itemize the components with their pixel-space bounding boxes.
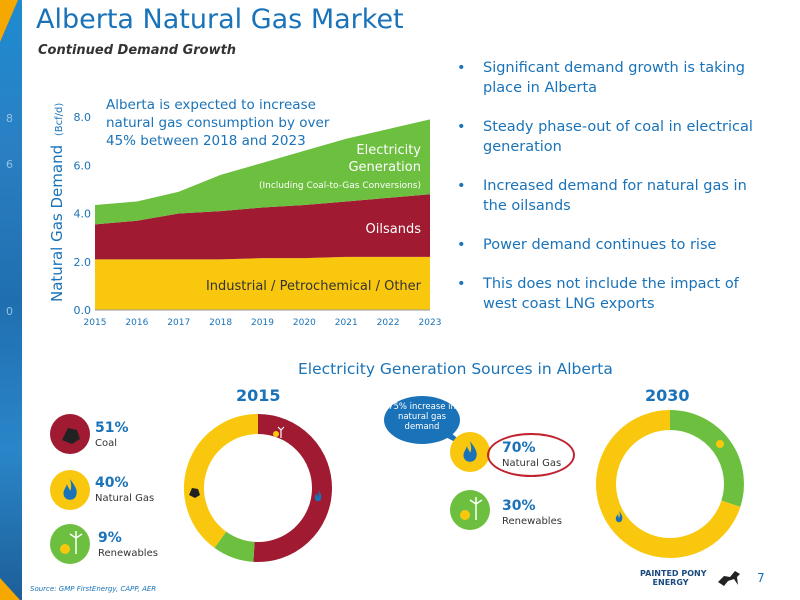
gas-2030-label: Natural Gas bbox=[502, 458, 562, 469]
bullet-text: Power demand continues to rise bbox=[483, 237, 717, 253]
coal-legend-circle bbox=[50, 414, 90, 454]
x-tick-label: 2017 bbox=[167, 318, 190, 328]
coal-icon bbox=[62, 428, 80, 444]
donut-2015-chart bbox=[184, 414, 332, 562]
generation-sources-title: Electricity Generation Sources in Albert… bbox=[298, 360, 613, 378]
corner-accent-top bbox=[0, 0, 18, 42]
flame-icon bbox=[463, 441, 477, 462]
renewables-legend-circle bbox=[50, 524, 90, 564]
donut-slice-1 bbox=[253, 414, 332, 562]
donut-2030-chart bbox=[596, 410, 744, 558]
area-series-2 bbox=[95, 194, 430, 260]
x-tick-label: 2015 bbox=[84, 318, 107, 328]
bullet-dot: • bbox=[457, 237, 466, 253]
x-tick-label: 2020 bbox=[293, 318, 316, 328]
horse-logo-icon bbox=[718, 571, 740, 586]
bullet-item: • This does not include the impact of wes… bbox=[455, 274, 755, 314]
gas-label: Natural Gas bbox=[95, 493, 155, 504]
left-decorative-stripe bbox=[0, 0, 22, 600]
x-tick-label: 2019 bbox=[251, 318, 274, 328]
bullet-text: Steady phase-out of coal in electrical g… bbox=[483, 119, 753, 155]
gas-2030-legend-circle bbox=[450, 432, 490, 472]
x-tick-label: 2016 bbox=[125, 318, 148, 328]
coal-percent: 51% bbox=[95, 420, 129, 436]
year-2030-label: 2030 bbox=[645, 386, 690, 405]
x-tick-label: 2018 bbox=[209, 318, 232, 328]
area-series-1 bbox=[95, 256, 430, 310]
flame-icon bbox=[63, 479, 77, 500]
logo-line-2: ENERGY bbox=[652, 578, 689, 587]
y-tick-label: 2.0 bbox=[74, 256, 92, 269]
company-logo: PAINTED PONY ENERGY bbox=[640, 569, 707, 587]
logo-line-1: PAINTED PONY bbox=[640, 569, 707, 578]
renewables-2030-percent: 30% bbox=[502, 498, 536, 514]
source-note: Source: GMP FirstEnergy, CAPP, AER bbox=[30, 585, 157, 593]
bullet-dot: • bbox=[457, 119, 466, 135]
bullet-item: • Power demand continues to rise bbox=[455, 235, 755, 255]
renewables-percent: 9% bbox=[98, 530, 122, 546]
flame-icon bbox=[615, 511, 623, 523]
y-tick-label: 0.0 bbox=[74, 304, 92, 317]
gas-2030-percent: 70% bbox=[502, 440, 536, 456]
wind-sun-icon bbox=[460, 497, 483, 520]
area-series-3 bbox=[95, 119, 430, 225]
wind-sun-icon bbox=[60, 531, 83, 554]
bullet-dot: • bbox=[457, 276, 466, 292]
stripe-number: 0 bbox=[6, 305, 13, 318]
corner-accent-bottom bbox=[0, 578, 20, 600]
donut-slice-3 bbox=[184, 414, 259, 548]
x-tick-label: 2023 bbox=[419, 318, 442, 328]
stripe-number: 8 bbox=[6, 112, 13, 125]
gas-legend-circle bbox=[50, 470, 90, 510]
year-2015-label: 2015 bbox=[236, 386, 281, 405]
bullet-text: Significant demand growth is taking plac… bbox=[483, 60, 745, 96]
chart-annotation: Alberta is expected to increase natural … bbox=[106, 97, 330, 149]
bullet-text: Increased demand for natural gas in the … bbox=[483, 178, 747, 214]
page-subtitle: Continued Demand Growth bbox=[38, 43, 237, 58]
y-tick-label: 8.0 bbox=[74, 111, 92, 124]
x-tick-label: 2022 bbox=[377, 318, 400, 328]
y-tick-label: 6.0 bbox=[74, 159, 92, 172]
page-title: Alberta Natural Gas Market bbox=[36, 4, 404, 35]
bullet-dot: • bbox=[457, 178, 466, 194]
coal-icon bbox=[189, 488, 200, 498]
highlight-ellipse bbox=[487, 433, 575, 477]
gas-percent: 40% bbox=[95, 475, 129, 491]
donut-slice-1 bbox=[669, 410, 744, 507]
bullet-item: • Increased demand for natural gas in the… bbox=[455, 176, 755, 216]
sun-icon bbox=[716, 440, 724, 448]
coal-label: Coal bbox=[95, 438, 118, 449]
electricity-note: (Including Coal-to-Gas Conversions) bbox=[259, 181, 421, 191]
industrial-label: Industrial / Petrochemical / Other bbox=[206, 279, 422, 294]
bullet-dot: • bbox=[457, 60, 466, 76]
stripe-number: 6 bbox=[6, 158, 13, 171]
x-tick-label: 2021 bbox=[335, 318, 358, 328]
wind-sun-icon bbox=[273, 426, 285, 438]
y-tick-label: 4.0 bbox=[74, 208, 92, 221]
y-axis-label: Natural Gas Demand (Bcf/d) bbox=[48, 103, 66, 302]
renewables-2030-label: Renewables bbox=[502, 516, 562, 527]
bullet-item: • Steady phase-out of coal in electrical … bbox=[455, 117, 755, 157]
key-points-list: • Significant demand growth is taking pla… bbox=[455, 58, 755, 333]
donut-slice-2 bbox=[214, 531, 256, 562]
page-number: 7 bbox=[757, 571, 765, 585]
bullet-item: • Significant demand growth is taking pla… bbox=[455, 58, 755, 98]
renewables-label: Renewables bbox=[98, 548, 158, 559]
oilsands-label: Oilsands bbox=[366, 222, 422, 237]
electricity-label: Electricity bbox=[356, 143, 421, 158]
generation-label: Generation bbox=[348, 160, 421, 175]
renewables-2030-legend-circle bbox=[450, 490, 490, 530]
flame-icon bbox=[314, 490, 322, 502]
bullet-text: This does not include the impact of west… bbox=[483, 276, 739, 312]
demand-area-chart: 8.0 6.0 4.0 2.0 0.0 2015 2016 2017 2018 2019 2020… bbox=[48, 103, 442, 328]
